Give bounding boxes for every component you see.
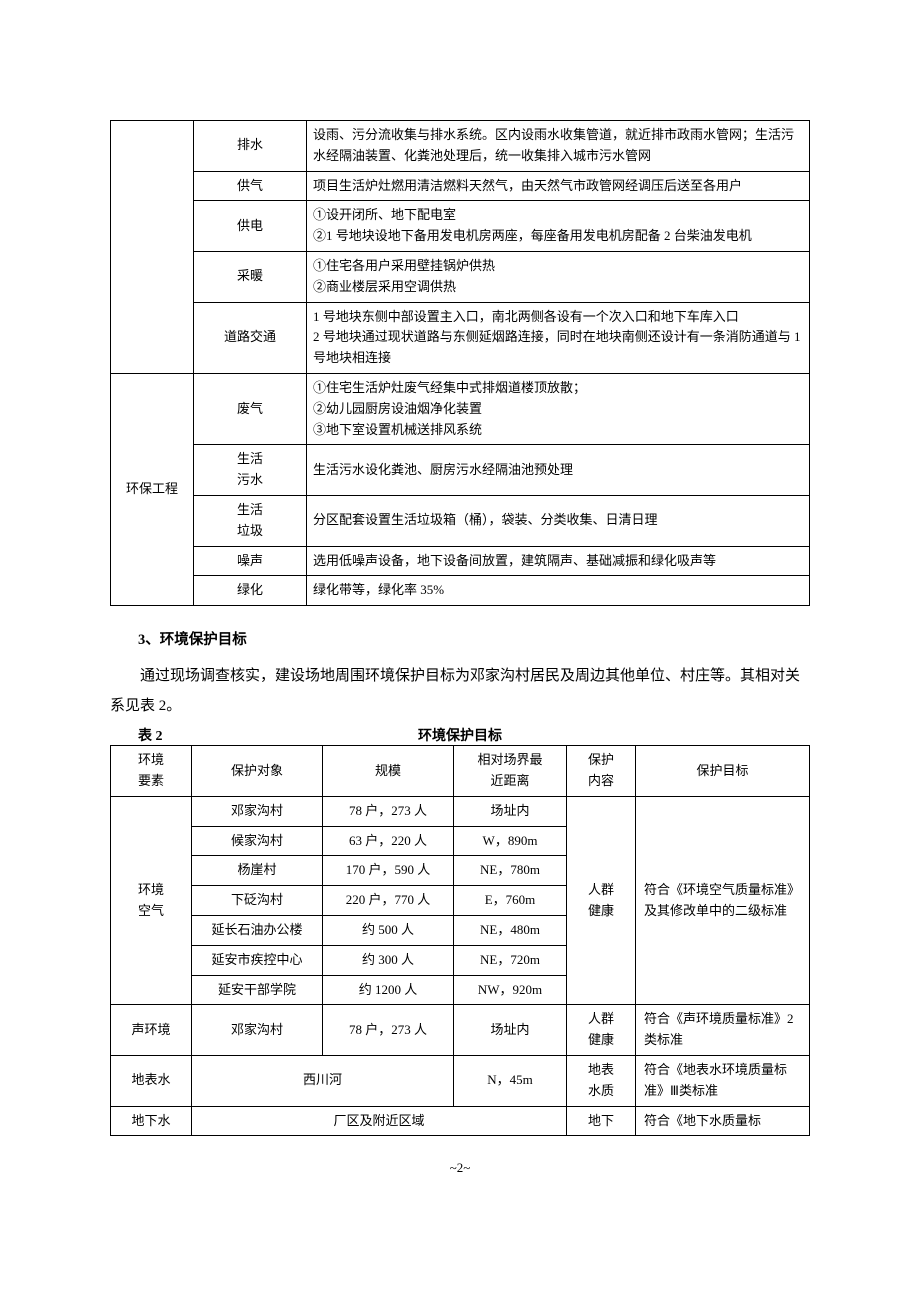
table-header-row: 环境要素保护对象规模相对场界最近距离保护内容保护目标 [111,746,810,797]
cell: N，45m [454,1055,567,1106]
table-row: 排水设雨、污分流收集与排水系统。区内设雨水收集管道，就近排市政雨水管网；生活污水… [111,121,810,172]
item-desc: 设雨、污分流收集与排水系统。区内设雨水收集管道，就近排市政雨水管网；生活污水经隔… [307,121,810,172]
cell: E，760m [454,886,567,916]
table2-caption-label: 表 2 [110,725,290,745]
item-desc: 1 号地块东侧中部设置主入口，南北两侧各设有一个次入口和地下车库入口2 号地块通… [307,302,810,373]
table-row: 生活污水生活污水设化粪池、厨房污水经隔油池预处理 [111,445,810,496]
cell: 延安市疾控中心 [192,945,323,975]
item-desc: ①住宅生活炉灶废气经集中式排烟道楼顶放散；②幼儿园厨房设油烟净化装置③地下室设置… [307,373,810,444]
cell: 邓家沟村 [192,1005,323,1056]
column-header: 规模 [323,746,454,797]
item-label: 噪声 [194,546,307,576]
cell: 延安干部学院 [192,975,323,1005]
cell: 78 户，273 人 [323,1005,454,1056]
item-desc: 绿化带等，绿化率 35% [307,576,810,606]
cell: 220 户，770 人 [323,886,454,916]
cell: 西川河 [192,1055,454,1106]
item-desc: 项目生活炉灶燃用清洁燃料天然气，由天然气市政管网经调压后送至各用户 [307,171,810,201]
env-element: 地下水 [111,1106,192,1136]
item-label: 生活垃圾 [194,495,307,546]
cell: 场址内 [454,796,567,826]
protect-target: 符合《声环境质量标准》2 类标准 [636,1005,810,1056]
cell: NE，480m [454,915,567,945]
table2-caption-title: 环境保护目标 [290,725,810,745]
protect-target: 符合《地表水环境质量标准》Ⅲ类标准 [636,1055,810,1106]
section-3-paragraph: 通过现场调查核实，建设场地周围环境保护目标为邓家沟村居民及周边其他单位、村庄等。… [110,661,810,721]
table-row: 环保工程废气①住宅生活炉灶废气经集中式排烟道楼顶放散；②幼儿园厨房设油烟净化装置… [111,373,810,444]
cell: 延长石油办公楼 [192,915,323,945]
protect-target: 符合《环境空气质量标准》及其修改单中的二级标准 [636,796,810,1005]
cell: 下砭沟村 [192,886,323,916]
item-label: 供气 [194,171,307,201]
column-header: 保护目标 [636,746,810,797]
item-desc: 分区配套设置生活垃圾箱（桶），袋装、分类收集、日清日理 [307,495,810,546]
item-label: 道路交通 [194,302,307,373]
cell: 候家沟村 [192,826,323,856]
table-row: 地下水厂区及附近区域地下符合《地下水质量标 [111,1106,810,1136]
env-element: 环境空气 [111,796,192,1005]
cell: 约 500 人 [323,915,454,945]
cell: 约 1200 人 [323,975,454,1005]
item-desc: 选用低噪声设备，地下设备间放置，建筑隔声、基础减振和绿化吸声等 [307,546,810,576]
item-label: 绿化 [194,576,307,606]
cell: 声环境 [111,1005,192,1056]
column-header: 保护对象 [192,746,323,797]
cell: 厂区及附近区域 [192,1106,567,1136]
item-label: 供电 [194,201,307,252]
item-label: 废气 [194,373,307,444]
group-label [111,121,194,374]
table-row: 噪声选用低噪声设备，地下设备间放置，建筑隔声、基础减振和绿化吸声等 [111,546,810,576]
item-desc: ①住宅各用户采用壁挂锅炉供热②商业楼层采用空调供热 [307,251,810,302]
cell: 地下 [567,1106,636,1136]
column-header: 环境要素 [111,746,192,797]
table-row: 生活垃圾分区配套设置生活垃圾箱（桶），袋装、分类收集、日清日理 [111,495,810,546]
cell: 人群健康 [567,1005,636,1056]
column-header: 保护内容 [567,746,636,797]
cell: 63 户，220 人 [323,826,454,856]
section-3-title: 3、环境保护目标 [138,628,810,649]
table-row: 声环境邓家沟村78 户，273 人场址内人群健康符合《声环境质量标准》2 类标准 [111,1005,810,1056]
cell: NE，780m [454,856,567,886]
table-row: 地表水西川河N，45m地表水质符合《地表水环境质量标准》Ⅲ类标准 [111,1055,810,1106]
cell: 场址内 [454,1005,567,1056]
cell: W，890m [454,826,567,856]
protect-target: 符合《地下水质量标 [636,1106,810,1136]
table-engineering: 排水设雨、污分流收集与排水系统。区内设雨水收集管道，就近排市政雨水管网；生活污水… [110,120,810,606]
column-header: 相对场界最近距离 [454,746,567,797]
table-row: 绿化绿化带等，绿化率 35% [111,576,810,606]
cell: 邓家沟村 [192,796,323,826]
table-row: 采暖①住宅各用户采用壁挂锅炉供热②商业楼层采用空调供热 [111,251,810,302]
item-label: 排水 [194,121,307,172]
table-row: 供气项目生活炉灶燃用清洁燃料天然气，由天然气市政管网经调压后送至各用户 [111,171,810,201]
cell: 地表水质 [567,1055,636,1106]
group-label: 环保工程 [111,373,194,605]
item-label: 采暖 [194,251,307,302]
cell: 约 300 人 [323,945,454,975]
table-row: 道路交通1 号地块东侧中部设置主入口，南北两侧各设有一个次入口和地下车库入口2 … [111,302,810,373]
table-row: 供电①设开闭所、地下配电室②1 号地块设地下备用发电机房两座，每座备用发电机房配… [111,201,810,252]
item-desc: 生活污水设化粪池、厨房污水经隔油池预处理 [307,445,810,496]
cell: NW，920m [454,975,567,1005]
table-protection-targets: 环境要素保护对象规模相对场界最近距离保护内容保护目标环境空气邓家沟村78 户，2… [110,745,810,1136]
cell: 78 户，273 人 [323,796,454,826]
item-desc: ①设开闭所、地下配电室②1 号地块设地下备用发电机房两座，每座备用发电机房配备 … [307,201,810,252]
page-number: ~2~ [110,1160,810,1176]
table2-caption: 表 2 环境保护目标 [110,725,810,745]
protect-content: 人群健康 [567,796,636,1005]
env-element: 地表水 [111,1055,192,1106]
cell: 杨崖村 [192,856,323,886]
item-label: 生活污水 [194,445,307,496]
cell: NE，720m [454,945,567,975]
document-page: 排水设雨、污分流收集与排水系统。区内设雨水收集管道，就近排市政雨水管网；生活污水… [0,0,920,1302]
table-row: 环境空气邓家沟村78 户，273 人场址内人群健康符合《环境空气质量标准》及其修… [111,796,810,826]
cell: 170 户，590 人 [323,856,454,886]
